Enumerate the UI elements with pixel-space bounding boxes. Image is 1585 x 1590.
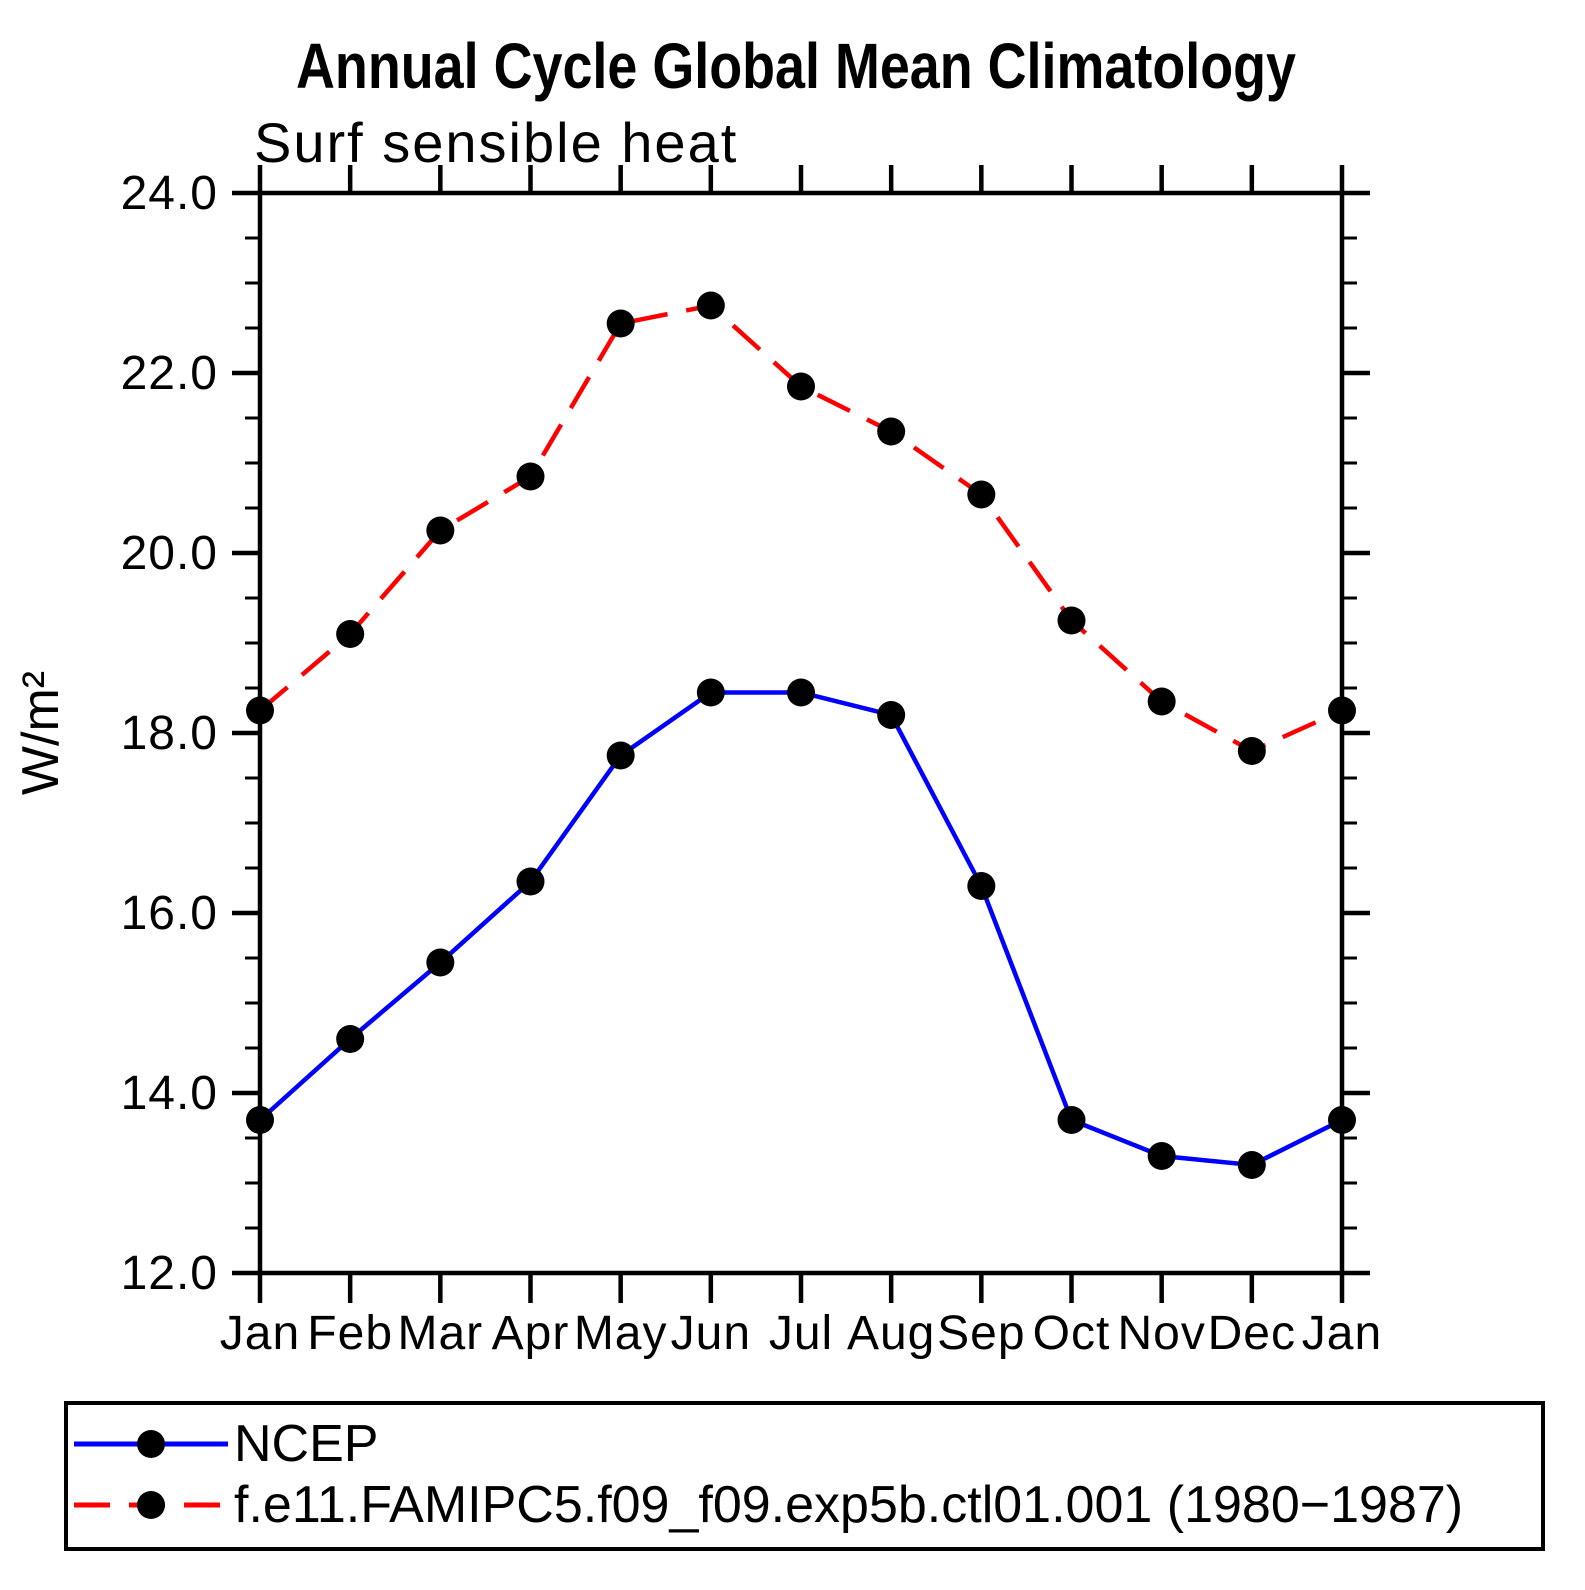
data-point-model-feb-1 [336,620,365,648]
data-point-model-jul-6 [787,372,815,401]
legend-label-model: f.e11.FAMIPC5.f09_f09.exp5b.ctl01.001 (1… [234,1476,1463,1534]
data-point-ncep-dec-11 [1237,1151,1266,1179]
data-point-model-mar-2 [426,516,455,545]
y-tick-label: 20.0 [121,527,218,580]
y-tick-label: 22.0 [121,347,218,400]
y-tick-label: 18.0 [121,707,218,760]
x-tick-label-jan-0: Jan [220,1307,300,1360]
x-tick-label-aug-7: Aug [847,1307,935,1360]
data-point-ncep-nov-10 [1147,1142,1176,1170]
data-point-ncep-jun-5 [696,678,725,707]
x-tick-label-sep-8: Sep [937,1307,1025,1360]
data-point-ncep-jan-12 [1328,1106,1356,1134]
x-tick-label-nov-10: Nov [1117,1307,1205,1360]
y-tick-label: 16.0 [121,887,218,940]
x-tick-label-jun-5: Jun [671,1307,751,1360]
chart-subtitle: Surf sensible heat [254,111,738,174]
data-point-ncep-sep-8 [967,872,996,900]
data-point-ncep-jul-6 [787,678,815,707]
data-point-ncep-aug-7 [877,701,906,729]
legend: NCEP f.e11.FAMIPC5.f09_f09.exp5b.ctl01.0… [64,1401,1545,1551]
y-axis-label: W/m² [12,671,70,795]
legend-label-ncep: NCEP [234,1415,378,1473]
x-tick-label-dec-11: Dec [1208,1307,1296,1360]
data-point-model-may-4 [606,309,635,338]
x-tick-label-oct-9: Oct [1033,1307,1111,1360]
y-tick-label: 24.0 [121,167,218,220]
data-point-ncep-mar-2 [426,948,455,977]
data-point-ncep-apr-3 [516,867,545,896]
data-point-model-sep-8 [967,480,996,509]
data-point-ncep-may-4 [606,741,635,770]
x-tick-label-feb-1: Feb [307,1307,393,1360]
x-tick-label-jan-12: Jan [1302,1307,1382,1360]
series [246,291,1356,1179]
legend-marker-ncep [137,1430,165,1458]
x-tick-label-jul-6: Jul [769,1307,833,1360]
y-tick-label: 12.0 [121,1247,218,1300]
data-point-ncep-feb-1 [336,1025,365,1053]
x-tick-label-mar-2: Mar [397,1307,483,1360]
data-point-model-dec-11 [1237,737,1266,765]
plot-frame [257,190,1345,1276]
data-point-model-jun-5 [696,291,725,320]
x-tick-label-may-4: May [574,1307,668,1360]
data-point-model-jan-0 [246,696,274,725]
legend-box [64,1401,1545,1551]
data-point-ncep-oct-9 [1057,1106,1086,1134]
x-tick-label-apr-3: Apr [492,1307,570,1360]
y-tick-label: 14.0 [121,1067,218,1120]
data-point-model-jan-12 [1328,696,1356,725]
data-point-model-aug-7 [877,417,906,446]
data-point-model-nov-10 [1147,687,1176,716]
data-point-model-apr-3 [516,462,545,491]
data-point-model-oct-9 [1057,606,1086,635]
data-point-ncep-jan-0 [246,1106,274,1134]
series-line-ncep [258,690,1344,1168]
chart-title: Annual Cycle Global Mean Climatology [296,30,1296,102]
legend-marker-model [137,1491,165,1519]
